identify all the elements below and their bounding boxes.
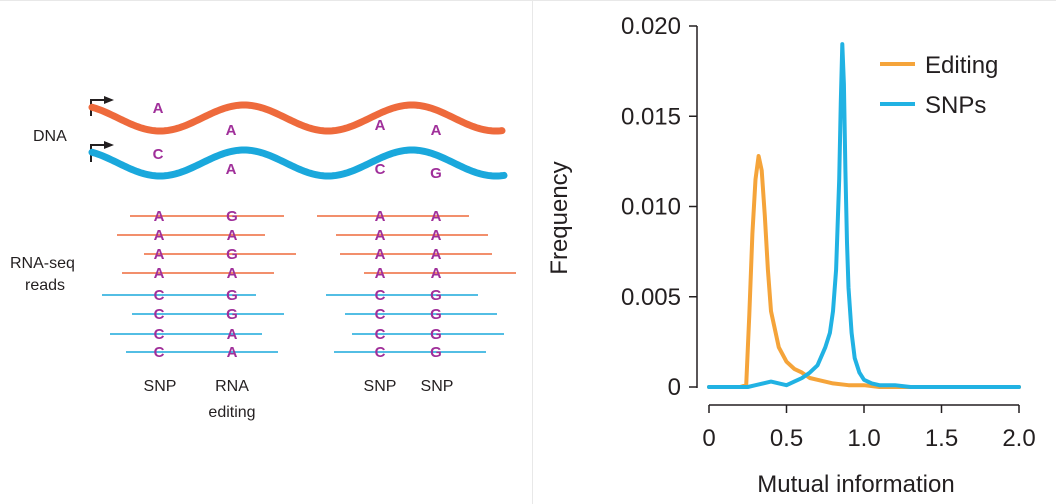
- series-line-editing: [709, 156, 1019, 387]
- strand1-base: A: [431, 122, 442, 139]
- dna-label: DNA: [33, 128, 67, 145]
- snp-label-3: SNP: [421, 378, 454, 395]
- read-base: A: [154, 227, 165, 244]
- rnaseq-reads: A GA AA GA AC GC GC AC AA AA AA AA AC GC GC GC G: [102, 208, 516, 361]
- read-base: C: [154, 287, 165, 304]
- y-tick-label: 0.010: [621, 194, 681, 221]
- strand2-base: A: [226, 161, 237, 178]
- read-base: C: [154, 326, 165, 343]
- read-base: A: [154, 208, 165, 225]
- x-tick-label: 1.5: [925, 425, 958, 452]
- rnaseq-label-line1: RNA-seq: [10, 255, 75, 272]
- rna-editing-diagram: DNA AA A ACA C G A GA AA GA AC GC GC AC AA AA AA AA AC GC…: [10, 96, 516, 421]
- chart-legend: Editing SNPs: [880, 52, 998, 119]
- read-base: G: [430, 344, 442, 361]
- read-base: G: [226, 208, 238, 225]
- read-base: C: [154, 344, 165, 361]
- read-base: A: [154, 246, 165, 263]
- read-base: A: [227, 265, 238, 282]
- mutual-information-chart: 0 0.005 0.010 0.015 0.020 0 0.5 1.0 1.5 2.0 Freq…: [546, 13, 1036, 498]
- read-base: A: [431, 227, 442, 244]
- read-base: A: [375, 227, 386, 244]
- x-tick-label: 2.0: [1002, 425, 1035, 452]
- x-axis-ticks: 0 0.5 1.0 1.5 2.0: [702, 405, 1035, 452]
- read-base: G: [226, 287, 238, 304]
- x-tick-label: 0: [702, 425, 715, 452]
- read-base: C: [154, 306, 165, 323]
- strand2-base: C: [153, 146, 164, 163]
- y-axis-label: Frequency: [546, 161, 573, 274]
- snp-label-1: SNP: [144, 378, 177, 395]
- x-tick-label: 0.5: [770, 425, 803, 452]
- rnaseq-label-line2: reads: [25, 277, 65, 294]
- y-tick-label: 0: [668, 374, 681, 401]
- y-axis-ticks: 0 0.005 0.010 0.015 0.020: [621, 13, 697, 401]
- strand1-base: A: [226, 122, 237, 139]
- read-base: G: [430, 326, 442, 343]
- rna-editing-label-line2: editing: [208, 404, 255, 421]
- read-base: A: [431, 246, 442, 263]
- read-base: G: [430, 306, 442, 323]
- read-base: A: [227, 326, 238, 343]
- y-tick-label: 0.020: [621, 13, 681, 40]
- legend-label: SNPs: [925, 92, 986, 119]
- rna-editing-label-line1: RNA: [215, 378, 249, 395]
- read-base: G: [226, 246, 238, 263]
- x-tick-label: 1.0: [847, 425, 880, 452]
- read-base: A: [375, 246, 386, 263]
- y-tick-label: 0.005: [621, 284, 681, 311]
- read-base: G: [226, 306, 238, 323]
- read-base: A: [431, 265, 442, 282]
- x-axis-label: Mutual information: [757, 471, 954, 498]
- read-base: C: [375, 287, 386, 304]
- strand1-base: A: [153, 100, 164, 117]
- strand1-base: A: [375, 117, 386, 134]
- read-base: C: [375, 326, 386, 343]
- read-base: G: [430, 287, 442, 304]
- read-base: A: [431, 208, 442, 225]
- read-base: A: [375, 265, 386, 282]
- legend-label: Editing: [925, 52, 998, 79]
- read-base: A: [227, 227, 238, 244]
- read-base: C: [375, 344, 386, 361]
- read-base: A: [375, 208, 386, 225]
- snp-label-2: SNP: [364, 378, 397, 395]
- y-tick-label: 0.015: [621, 103, 681, 130]
- read-base: A: [154, 265, 165, 282]
- strand2-base: C: [375, 161, 386, 178]
- read-base: A: [227, 344, 238, 361]
- read-base: C: [375, 306, 386, 323]
- strand2-base: G: [430, 165, 442, 182]
